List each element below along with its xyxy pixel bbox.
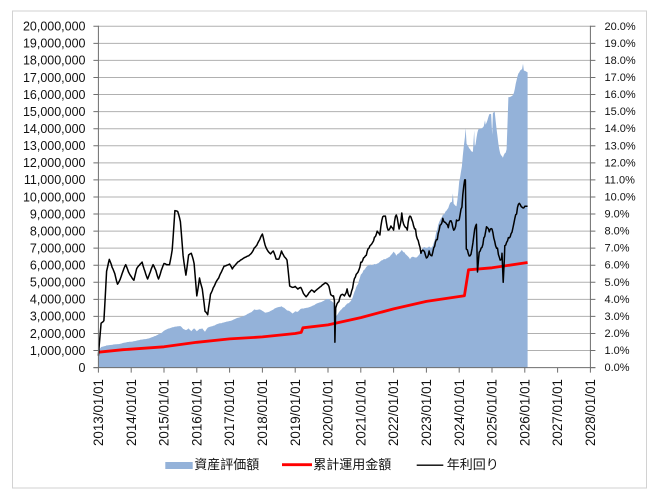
svg-text:1.0%: 1.0% <box>605 345 630 357</box>
svg-text:16.0%: 16.0% <box>605 89 636 101</box>
svg-text:1,000,000: 1,000,000 <box>30 344 86 358</box>
svg-text:5.0%: 5.0% <box>605 277 630 289</box>
svg-text:2018/01/01: 2018/01/01 <box>255 379 270 446</box>
svg-text:11,000,000: 11,000,000 <box>24 173 86 187</box>
svg-text:6,000,000: 6,000,000 <box>30 259 86 273</box>
svg-text:2.0%: 2.0% <box>605 328 630 340</box>
svg-text:13.0%: 13.0% <box>605 140 636 152</box>
svg-text:14,000,000: 14,000,000 <box>23 122 86 136</box>
svg-text:2017/01/01: 2017/01/01 <box>222 379 237 446</box>
svg-text:3,000,000: 3,000,000 <box>30 310 86 324</box>
svg-text:2022/01/01: 2022/01/01 <box>386 379 401 446</box>
svg-text:13,000,000: 13,000,000 <box>23 139 86 153</box>
svg-text:11.0%: 11.0% <box>605 174 636 186</box>
svg-text:9.0%: 9.0% <box>605 209 630 221</box>
svg-text:2016/01/01: 2016/01/01 <box>189 379 204 446</box>
svg-text:16,000,000: 16,000,000 <box>23 88 86 102</box>
svg-text:4.0%: 4.0% <box>605 294 630 306</box>
svg-text:2023/01/01: 2023/01/01 <box>419 379 434 446</box>
svg-text:20.0%: 20.0% <box>605 21 636 33</box>
svg-text:0.0%: 0.0% <box>605 362 630 374</box>
svg-text:7.0%: 7.0% <box>605 243 630 255</box>
svg-text:資産評価額: 資産評価額 <box>194 457 259 472</box>
svg-text:19.0%: 19.0% <box>605 38 636 50</box>
svg-text:2020/01/01: 2020/01/01 <box>321 379 336 446</box>
svg-text:2028/01/01: 2028/01/01 <box>583 379 598 446</box>
svg-text:6.0%: 6.0% <box>605 260 630 272</box>
svg-text:累計運用金額: 累計運用金額 <box>313 457 391 472</box>
svg-text:18,000,000: 18,000,000 <box>23 54 86 68</box>
svg-text:2014/01/01: 2014/01/01 <box>124 379 139 446</box>
svg-text:10.0%: 10.0% <box>605 192 636 204</box>
svg-text:12.0%: 12.0% <box>605 157 636 169</box>
svg-text:0: 0 <box>79 361 86 375</box>
svg-text:5,000,000: 5,000,000 <box>30 276 86 290</box>
svg-text:2015/01/01: 2015/01/01 <box>157 379 172 446</box>
svg-text:3.0%: 3.0% <box>605 311 630 323</box>
svg-text:2021/01/01: 2021/01/01 <box>353 379 368 446</box>
svg-text:8,000,000: 8,000,000 <box>30 224 86 238</box>
svg-text:15,000,000: 15,000,000 <box>23 105 86 119</box>
svg-text:2,000,000: 2,000,000 <box>30 327 86 341</box>
svg-text:2024/01/01: 2024/01/01 <box>452 379 467 446</box>
svg-text:14.0%: 14.0% <box>605 123 636 135</box>
svg-text:20,000,000: 20,000,000 <box>23 20 86 34</box>
svg-text:7,000,000: 7,000,000 <box>30 241 86 255</box>
svg-text:18.0%: 18.0% <box>605 55 636 67</box>
svg-text:17,000,000: 17,000,000 <box>23 71 86 85</box>
svg-text:9,000,000: 9,000,000 <box>30 207 86 221</box>
svg-text:12,000,000: 12,000,000 <box>23 156 86 170</box>
svg-text:2027/01/01: 2027/01/01 <box>550 379 565 446</box>
svg-text:4,000,000: 4,000,000 <box>30 293 86 307</box>
svg-text:10,000,000: 10,000,000 <box>23 190 86 204</box>
svg-text:2026/01/01: 2026/01/01 <box>517 379 532 446</box>
svg-text:2013/01/01: 2013/01/01 <box>91 379 106 446</box>
svg-text:19,000,000: 19,000,000 <box>23 37 86 51</box>
svg-text:8.0%: 8.0% <box>605 226 630 238</box>
svg-text:2019/01/01: 2019/01/01 <box>288 379 303 446</box>
svg-text:2025/01/01: 2025/01/01 <box>485 379 500 446</box>
svg-text:年利回り: 年利回り <box>447 457 499 472</box>
svg-text:15.0%: 15.0% <box>605 106 636 118</box>
svg-text:17.0%: 17.0% <box>605 72 636 84</box>
